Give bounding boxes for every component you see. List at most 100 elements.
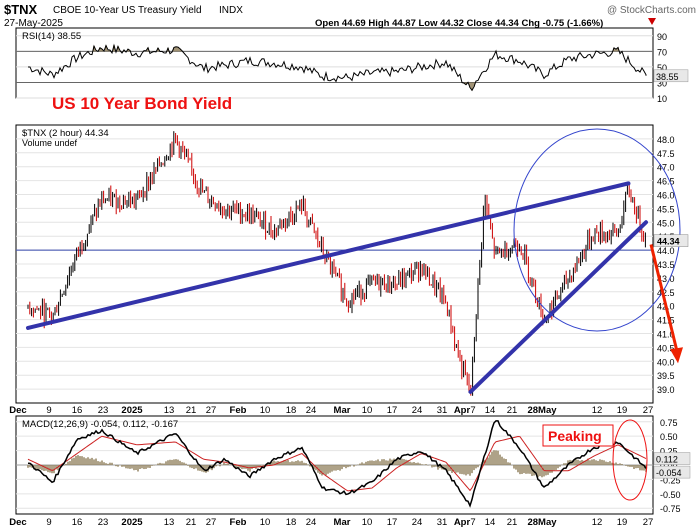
- macd-x-tick-label: 24: [306, 517, 317, 528]
- price-tick-label: 46.5: [657, 177, 675, 187]
- price-layer: 48.047.547.046.546.045.545.044.544.043.5…: [9, 128, 689, 528]
- macd-last-value-box: [653, 452, 691, 465]
- price-x-tick-label: 21: [507, 405, 518, 416]
- macd-last-value-box: [653, 465, 691, 479]
- price-tick-label: 39.0: [657, 385, 675, 395]
- price-tick-label: 44.0: [657, 246, 675, 256]
- macd-x-tick-label: 27: [643, 517, 654, 528]
- price-tick-label: 43.0: [657, 274, 675, 284]
- macd-x-tick-label: 19: [617, 517, 628, 528]
- price-tick-label: 45.0: [657, 218, 675, 228]
- macd-x-tick-label: 14: [485, 517, 496, 528]
- macd-last-value: -0.054: [656, 468, 682, 478]
- macd-line: [27, 420, 647, 508]
- macd-last-value: 0.112: [656, 455, 678, 465]
- quote-summary: Open 44.69 High 44.87 Low 44.32 Close 44…: [315, 18, 603, 29]
- highlight-circle: [513, 128, 681, 332]
- price-x-tick-label: 13: [164, 405, 175, 416]
- price-x-tick-label: 9: [46, 405, 51, 416]
- rsi-panel: [15, 27, 654, 99]
- price-tick-label: 40.5: [657, 343, 675, 353]
- macd-x-tick-label: 2025: [121, 517, 143, 528]
- macd-x-tick-label: Mar: [334, 517, 351, 528]
- peaking-annotation: Peaking: [548, 428, 602, 444]
- macd-x-tick-label: 17: [387, 517, 398, 528]
- macd-x-tick-label: 13: [164, 517, 175, 528]
- price-x-tick-label: 23: [98, 405, 109, 416]
- symbol-label: $TNX: [4, 2, 38, 17]
- price-x-tick-label: 27: [643, 405, 654, 416]
- price-x-tick-label: 14: [485, 405, 496, 416]
- price-x-tick-label: Dec: [9, 405, 26, 416]
- macd-x-tick-label: Dec: [9, 517, 26, 528]
- price-title: $TNX (2 hour) 44.34: [22, 128, 109, 139]
- price-last-value-box: [653, 234, 689, 247]
- price-x-tick-label: Apr: [454, 405, 471, 416]
- rsi-last-value-box: [653, 69, 689, 83]
- triangle-down-icon: [648, 18, 656, 25]
- price-tick-label: 41.0: [657, 330, 675, 340]
- price-x-tick-label: 17: [387, 405, 398, 416]
- price-last-value: 44.34: [657, 237, 680, 247]
- macd-x-tick-label: 27: [206, 517, 217, 528]
- chart-annotation-title: US 10 Year Bond Yield: [52, 94, 232, 113]
- macd-x-tick-label: 10: [362, 517, 373, 528]
- price-x-tick-label: 10: [260, 405, 271, 416]
- rsi-last-value: 38.55: [656, 72, 679, 82]
- price-tick-label: 46.0: [657, 191, 675, 201]
- price-x-tick-label: Mar: [334, 405, 351, 416]
- macd-x-tick-label: 10: [260, 517, 271, 528]
- macd-x-tick-label: 21: [186, 517, 197, 528]
- price-x-tick-label: 24: [412, 405, 423, 416]
- rsi-tick-label: 90: [657, 32, 667, 42]
- projection-arrow-head: [670, 347, 683, 364]
- macd-tick-label: -0.25: [660, 475, 681, 485]
- price-tick-label: 41.5: [657, 316, 675, 326]
- price-x-tick-label: 10: [362, 405, 373, 416]
- price-tick-label: 42.5: [657, 288, 675, 298]
- price-x-tick-label: 27: [206, 405, 217, 416]
- price-x-tick-label: 21: [186, 405, 197, 416]
- macd-x-tick-label: 23: [98, 517, 109, 528]
- price-tick-label: 40.0: [657, 357, 675, 367]
- price-subtitle: Volume undef: [22, 138, 78, 148]
- macd-tick-label: 0.25: [660, 447, 678, 457]
- rsi-layer: 90 70 50 30 10 38.55: [16, 32, 689, 104]
- long-term-trendline: [26, 181, 631, 330]
- macd-tick-label: -0.75: [660, 504, 681, 514]
- projection-arrow-shaft: [649, 244, 679, 352]
- macd-x-tick-label: 24: [412, 517, 423, 528]
- chart-date: 27-May-2025: [4, 18, 63, 29]
- price-x-tick-label: 2025: [121, 405, 143, 416]
- macd-x-tick-label: 18: [286, 517, 297, 528]
- macd-tick-label: 0.75: [660, 418, 678, 428]
- price-tick-label: 43.5: [657, 260, 675, 270]
- price-x-tick-label: 12: [592, 405, 603, 416]
- macd-x-tick-label: Feb: [230, 517, 247, 528]
- macd-x-tick-label: 31: [437, 517, 448, 528]
- rsi-tick-label: 10: [657, 94, 667, 104]
- macd-signal-line: [27, 435, 647, 492]
- price-x-tick-label: 16: [72, 405, 83, 416]
- macd-x-tick-label: Apr: [454, 517, 471, 528]
- rsi-tick-label: 70: [657, 47, 667, 57]
- price-x-tick-label: 19: [617, 405, 628, 416]
- price-x-tick-label: 28May: [527, 405, 557, 416]
- exchange-label: INDX: [219, 5, 243, 16]
- macd-x-tick-label: 9: [46, 517, 51, 528]
- macd-tick-label: 0.50: [660, 432, 678, 442]
- price-tick-label: 47.5: [657, 149, 675, 159]
- peaking-box: [542, 424, 614, 447]
- instrument-name: CBOE 10-Year US Treasury Yield: [53, 5, 202, 16]
- price-tick-label: 45.5: [657, 204, 675, 214]
- price-x-tick-label: 18: [286, 405, 297, 416]
- rsi-tick-label: 30: [657, 78, 667, 88]
- macd-title: MACD(12,26,9) -0.054, 0.112, -0.167: [22, 419, 178, 430]
- peaking-ellipse: [612, 419, 648, 501]
- price-tick-label: 39.5: [657, 371, 675, 381]
- macd-tick-label: -0.50: [660, 490, 681, 500]
- rsi-tick-label: 50: [657, 63, 667, 73]
- price-tick-label: 47.0: [657, 163, 675, 173]
- macd-x-tick-label: 16: [72, 517, 83, 528]
